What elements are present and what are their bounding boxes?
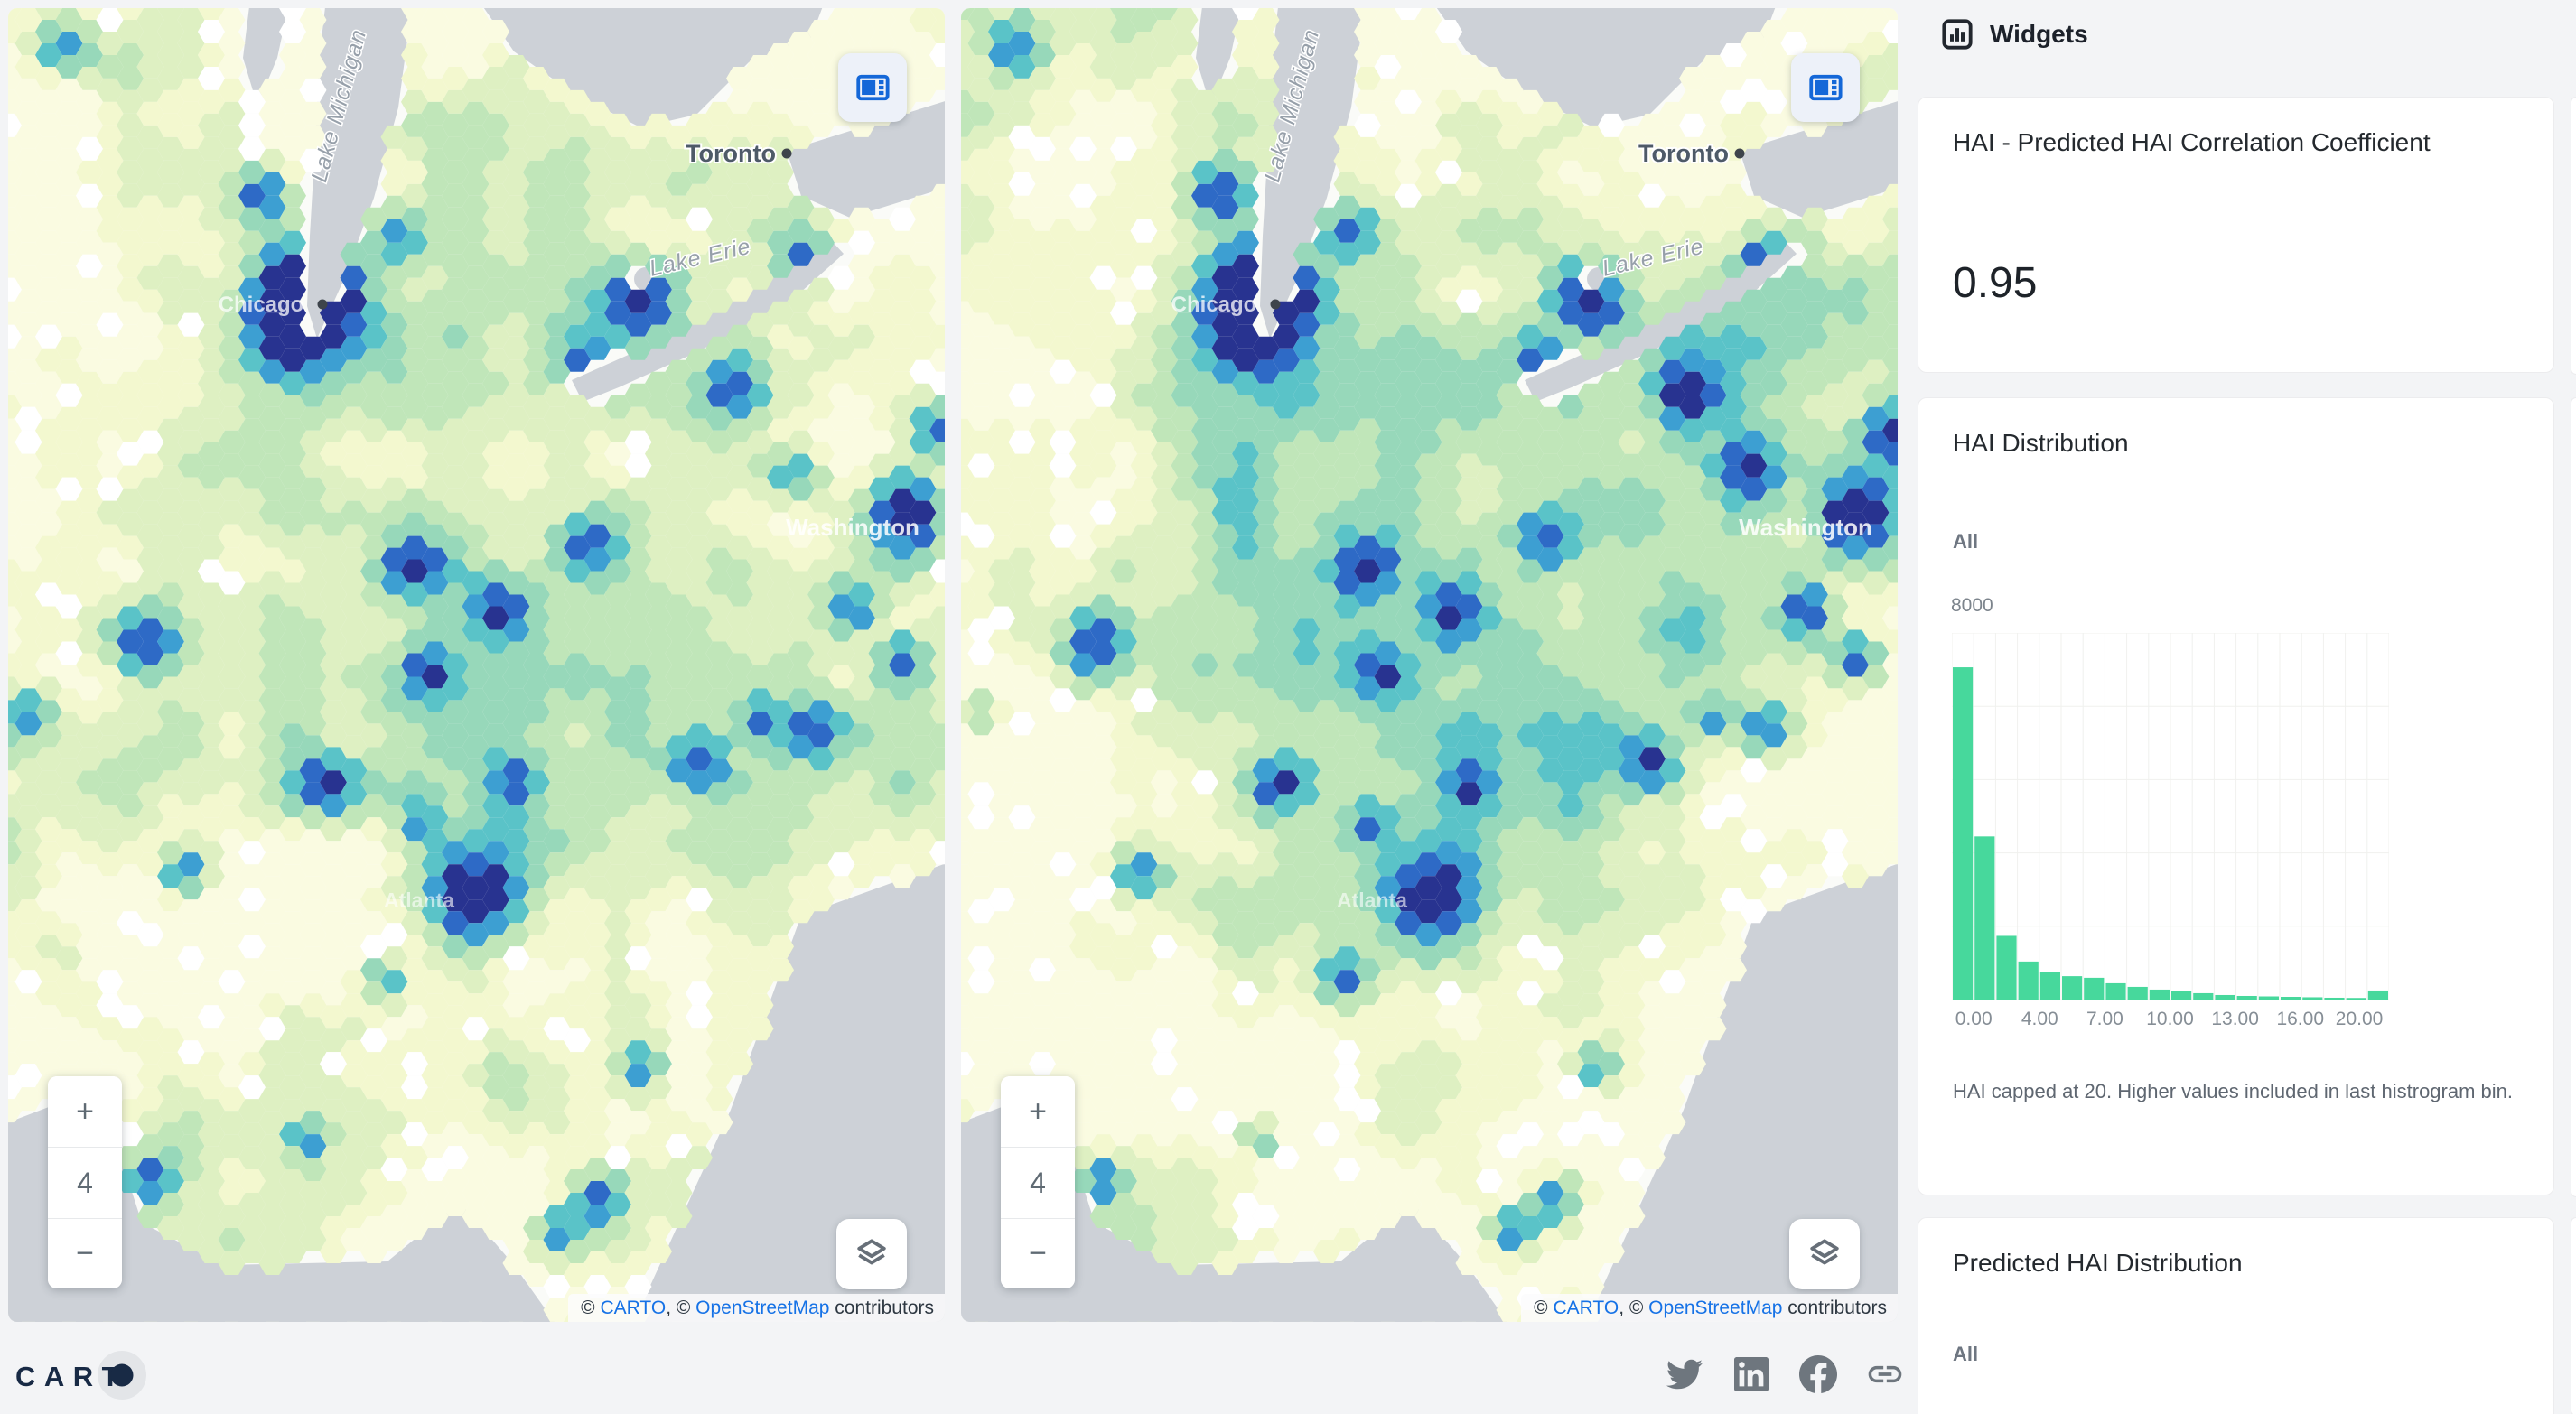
carto-link[interactable]: CARTO xyxy=(1553,1297,1619,1318)
linkedin-button[interactable] xyxy=(1731,1354,1771,1394)
zoom-out-button[interactable]: − xyxy=(48,1218,122,1288)
zoom-in-button[interactable]: + xyxy=(1001,1076,1075,1147)
x-tick-label: 16.00 xyxy=(2276,1009,2325,1029)
svg-text:Atlanta: Atlanta xyxy=(1337,888,1407,912)
histogram-x-axis: 0.00 4.00 7.00 10.00 13.00 16.00 20.00 xyxy=(1952,1009,2389,1036)
map-predicted-hai[interactable]: Chicago Washington Atlanta Lake Michigan Lak… xyxy=(961,8,1898,1322)
carto-logo[interactable]: CART xyxy=(14,1349,176,1403)
svg-text:Toronto: Toronto xyxy=(686,140,776,167)
offscreen-card-edge xyxy=(2571,1217,2576,1414)
attrib-copy: © xyxy=(1534,1297,1554,1318)
svg-text:Washington: Washington xyxy=(786,514,919,541)
split-view-icon xyxy=(1809,74,1843,101)
hai-histogram[interactable] xyxy=(1951,632,2390,1000)
svg-text:Washington: Washington xyxy=(1739,514,1872,541)
correlation-widget-card: HAI - Predicted HAI Correlation Coeffici… xyxy=(1918,97,2554,373)
correlation-widget-title: HAI - Predicted HAI Correlation Coeffici… xyxy=(1953,128,2431,156)
svg-text:Chicago: Chicago xyxy=(219,293,304,317)
x-tick-label: 20.00 xyxy=(2335,1009,2384,1029)
svg-text:Chicago: Chicago xyxy=(1171,293,1257,317)
hai-filter-label: All xyxy=(1953,530,1979,553)
widgets-title: Widgets xyxy=(1990,20,2088,48)
x-tick-label: 10.00 xyxy=(2146,1009,2194,1029)
attrib-suffix: contributors xyxy=(1782,1297,1887,1318)
facebook-icon xyxy=(1799,1355,1837,1393)
x-tick-label: 4.00 xyxy=(2021,1009,2058,1029)
zoom-level: 4 xyxy=(1001,1147,1075,1218)
osm-link[interactable]: OpenStreetMap xyxy=(695,1297,830,1318)
svg-text:Atlanta: Atlanta xyxy=(384,888,454,912)
zoom-level: 4 xyxy=(48,1147,122,1218)
widgets-header: Widgets xyxy=(1939,16,2088,52)
linkedin-icon xyxy=(1734,1357,1769,1391)
link-icon xyxy=(1868,1365,1902,1383)
attrib-copy2: , © xyxy=(1619,1297,1649,1318)
layers-icon xyxy=(1810,1239,1839,1265)
hai-distribution-widget-card: HAI Distribution All 8000 0.00 4.00 7.00 10… xyxy=(1918,397,2554,1195)
map-attribution: © CARTO, © OpenStreetMap contributors xyxy=(568,1294,945,1322)
split-view-icon xyxy=(856,74,890,101)
offscreen-card-edge xyxy=(2571,97,2576,375)
carto-logo-dot xyxy=(110,1363,134,1387)
split-view-button[interactable] xyxy=(838,53,907,122)
twitter-button[interactable] xyxy=(1665,1354,1704,1394)
predicted-distribution-widget-card: Predicted HAI Distribution All xyxy=(1918,1217,2554,1414)
hai-distribution-title: HAI Distribution xyxy=(1953,429,2129,457)
layers-button[interactable] xyxy=(1789,1219,1860,1289)
offscreen-card-edge xyxy=(2571,397,2576,1197)
x-tick-label: 13.00 xyxy=(2211,1009,2259,1029)
carto-logo-text: CART xyxy=(15,1361,127,1392)
zoom-control: + 4 − xyxy=(1001,1076,1075,1288)
histogram-caption: HAI capped at 20. Higher values included… xyxy=(1953,1080,2514,1102)
facebook-button[interactable] xyxy=(1798,1354,1838,1394)
zoom-out-button[interactable]: − xyxy=(1001,1218,1075,1288)
osm-link[interactable]: OpenStreetMap xyxy=(1648,1297,1783,1318)
map-hai[interactable]: Chicago Washington Atlanta Lake Michigan Lak… xyxy=(8,8,945,1322)
layers-button[interactable] xyxy=(836,1219,907,1289)
share-link-button[interactable] xyxy=(1865,1354,1905,1394)
x-tick-label: 7.00 xyxy=(2086,1009,2123,1029)
social-links xyxy=(1665,1354,1905,1394)
zoom-control: + 4 − xyxy=(48,1076,122,1288)
x-tick-label: 0.00 xyxy=(1955,1009,1993,1029)
twitter-icon xyxy=(1666,1359,1703,1390)
layers-icon xyxy=(857,1239,886,1265)
histogram-svg xyxy=(1951,632,2390,1000)
attrib-copy: © xyxy=(581,1297,601,1318)
zoom-in-button[interactable]: + xyxy=(48,1076,122,1147)
split-view-button[interactable] xyxy=(1791,53,1860,122)
carto-link[interactable]: CARTO xyxy=(600,1297,667,1318)
attrib-copy2: , © xyxy=(666,1297,696,1318)
attrib-suffix: contributors xyxy=(829,1297,934,1318)
svg-text:Toronto: Toronto xyxy=(1638,140,1729,167)
widgets-icon xyxy=(1942,19,1973,50)
predicted-filter-label: All xyxy=(1953,1343,1979,1365)
predicted-distribution-title: Predicted HAI Distribution xyxy=(1953,1249,2243,1277)
map-attribution: © CARTO, © OpenStreetMap contributors xyxy=(1521,1294,1898,1322)
correlation-value: 0.95 xyxy=(1953,259,2038,307)
y-axis-max-label: 8000 xyxy=(1951,595,1993,616)
